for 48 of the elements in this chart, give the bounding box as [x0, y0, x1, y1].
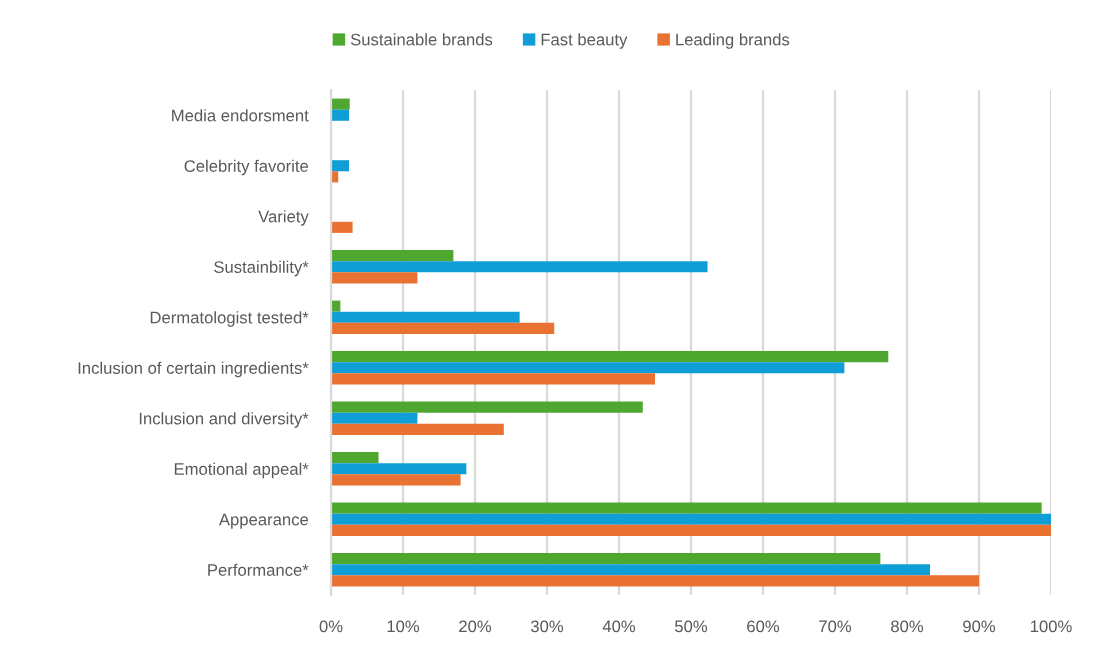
- y-tick-label: Media endorsment: [172, 109, 309, 122]
- bar: [331, 524, 1051, 536]
- legend-label: Sustainable brands: [350, 33, 493, 46]
- bar: [331, 463, 467, 475]
- bar: [331, 564, 931, 576]
- bar: [331, 311, 520, 323]
- y-tick-label: Sustainbility*: [214, 260, 309, 277]
- y-tick-label: Dermatologist tested*: [150, 311, 309, 327]
- x-tick-label: 60%: [747, 620, 780, 633]
- x-tick-label: 0%: [319, 620, 343, 633]
- x-tick-label: 80%: [891, 620, 924, 633]
- x-tick-label: 90%: [963, 620, 996, 633]
- bar: [331, 401, 643, 413]
- y-tick-label: Inclusion of certain ingredients*: [78, 361, 309, 378]
- bar: [331, 351, 889, 363]
- y-tick-label: Celebrity favorite: [184, 159, 309, 176]
- x-tick-label: 20%: [459, 620, 492, 633]
- y-tick-label: Inclusion and diversity*: [139, 412, 309, 428]
- y-tick-label: Emotional appeal*: [174, 462, 309, 479]
- x-tick-label: 30%: [530, 620, 564, 633]
- legend-label: Fast beauty: [541, 33, 628, 49]
- bar: [331, 452, 379, 464]
- x-tick-label: 70%: [819, 620, 852, 633]
- bar: [331, 221, 353, 233]
- bar: [331, 98, 350, 110]
- x-tick-label: 40%: [602, 620, 636, 633]
- bar: [331, 513, 1051, 525]
- legend-label: Leading brands: [676, 33, 790, 49]
- bar: [331, 160, 349, 172]
- y-tick-label: Performance*: [208, 563, 309, 576]
- bar: [331, 412, 418, 424]
- bar: [331, 502, 1042, 514]
- x-tick-label: 50%: [674, 620, 708, 633]
- bar: [331, 362, 845, 374]
- bar: [331, 553, 881, 565]
- bar: [331, 474, 461, 486]
- x-tick-label: 10%: [387, 620, 420, 633]
- bar: [331, 261, 708, 273]
- bar: [331, 272, 418, 284]
- bar: [331, 322, 555, 334]
- bar: [331, 575, 979, 587]
- bar: [331, 373, 655, 385]
- bar: [331, 423, 504, 435]
- bar: [331, 109, 349, 121]
- bar: [331, 250, 454, 262]
- y-tick-label: Variety: [258, 210, 309, 226]
- y-tick-label: Appearance: [218, 513, 309, 529]
- x-tick-label: 100%: [1030, 620, 1072, 633]
